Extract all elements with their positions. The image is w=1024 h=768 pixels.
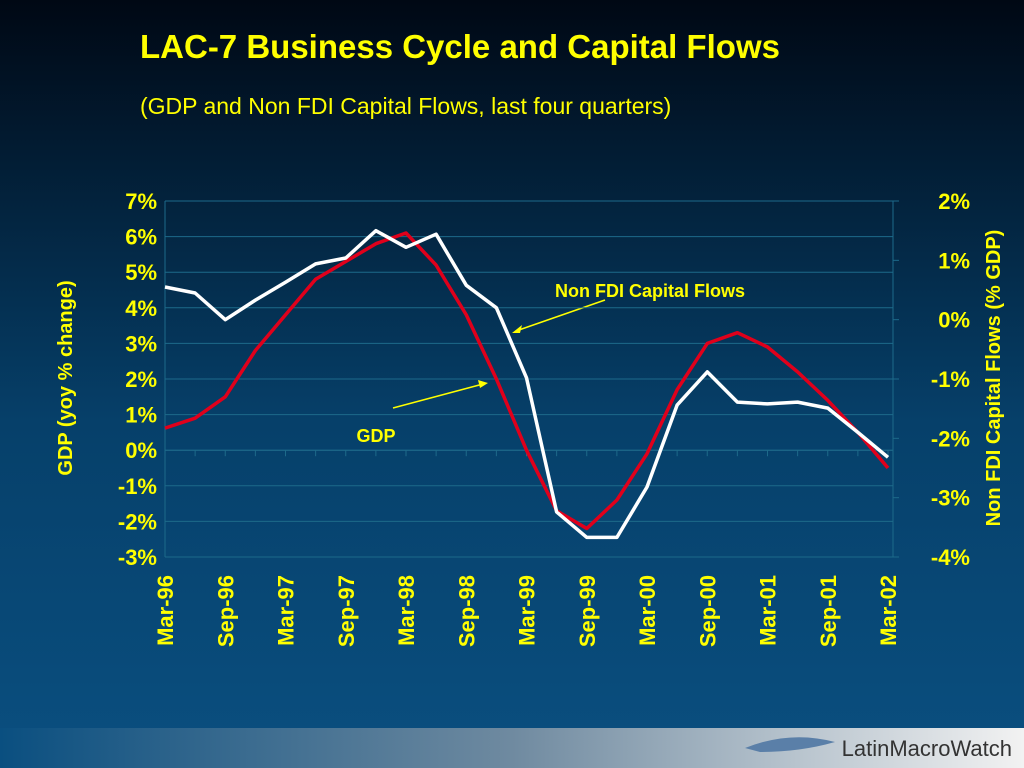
y-tick-label: 1% xyxy=(125,403,157,428)
x-tick-label: Mar-96 xyxy=(153,575,178,646)
logo-icon xyxy=(745,737,835,752)
y-tick-label: -3% xyxy=(118,545,157,570)
y-tick-label: 2% xyxy=(125,367,157,392)
chart-subtitle: (GDP and Non FDI Capital Flows, last fou… xyxy=(140,93,671,119)
footer-bar xyxy=(0,728,1024,768)
y2-tick-label: -1% xyxy=(931,367,970,392)
y-tick-label: -1% xyxy=(118,474,157,499)
y2-axis-title: Non FDI Capital Flows (% GDP) xyxy=(983,230,1005,527)
x-tick-label: Sep-00 xyxy=(695,575,720,647)
x-tick-label: Mar-01 xyxy=(756,575,781,646)
y-tick-label: 5% xyxy=(125,260,157,285)
arrowhead xyxy=(478,380,488,388)
y-tick-label: 4% xyxy=(125,296,157,321)
y-tick-label: 6% xyxy=(125,225,157,250)
annotation: GDP xyxy=(356,426,395,446)
line-series xyxy=(164,231,890,531)
brand: LatinMacroWatch xyxy=(842,736,1012,761)
x-tick-label: Sep-96 xyxy=(213,575,238,647)
y2-tick-label: 0% xyxy=(938,308,970,333)
y-tick-label: 3% xyxy=(125,331,157,356)
y2-tick-label: -2% xyxy=(931,426,970,451)
arrowhead xyxy=(512,325,522,333)
annotation-arrow xyxy=(392,383,484,409)
x-tick-label: Sep-99 xyxy=(575,575,600,647)
x-tick-label: Sep-98 xyxy=(454,575,479,647)
y2-tick-label: 1% xyxy=(938,248,970,273)
x-tick-label: Sep-01 xyxy=(816,575,841,647)
chart-title: LAC-7 Business Cycle and Capital Flows xyxy=(140,28,780,65)
y-tick-label: 0% xyxy=(125,438,157,463)
y-tick-label: -2% xyxy=(118,509,157,534)
y-axis-title: GDP (yoy % change) xyxy=(55,280,77,475)
y2-tick-label: -3% xyxy=(931,486,970,511)
x-tick-label: Mar-98 xyxy=(394,575,419,646)
x-tick-label: Mar-02 xyxy=(876,575,901,646)
y2-tick-label: -4% xyxy=(931,545,970,570)
annotation: Non FDI Capital Flows xyxy=(555,281,745,301)
y-tick-label: 7% xyxy=(125,189,157,214)
line-series xyxy=(164,228,890,540)
x-tick-label: Mar-99 xyxy=(515,575,540,646)
plot-area xyxy=(164,200,899,558)
y2-tick-label: 2% xyxy=(938,189,970,214)
x-tick-label: Sep-97 xyxy=(334,575,359,647)
annotation-arrow xyxy=(515,299,606,332)
x-tick-label: Mar-00 xyxy=(635,575,660,646)
x-tick-label: Mar-97 xyxy=(274,575,299,646)
